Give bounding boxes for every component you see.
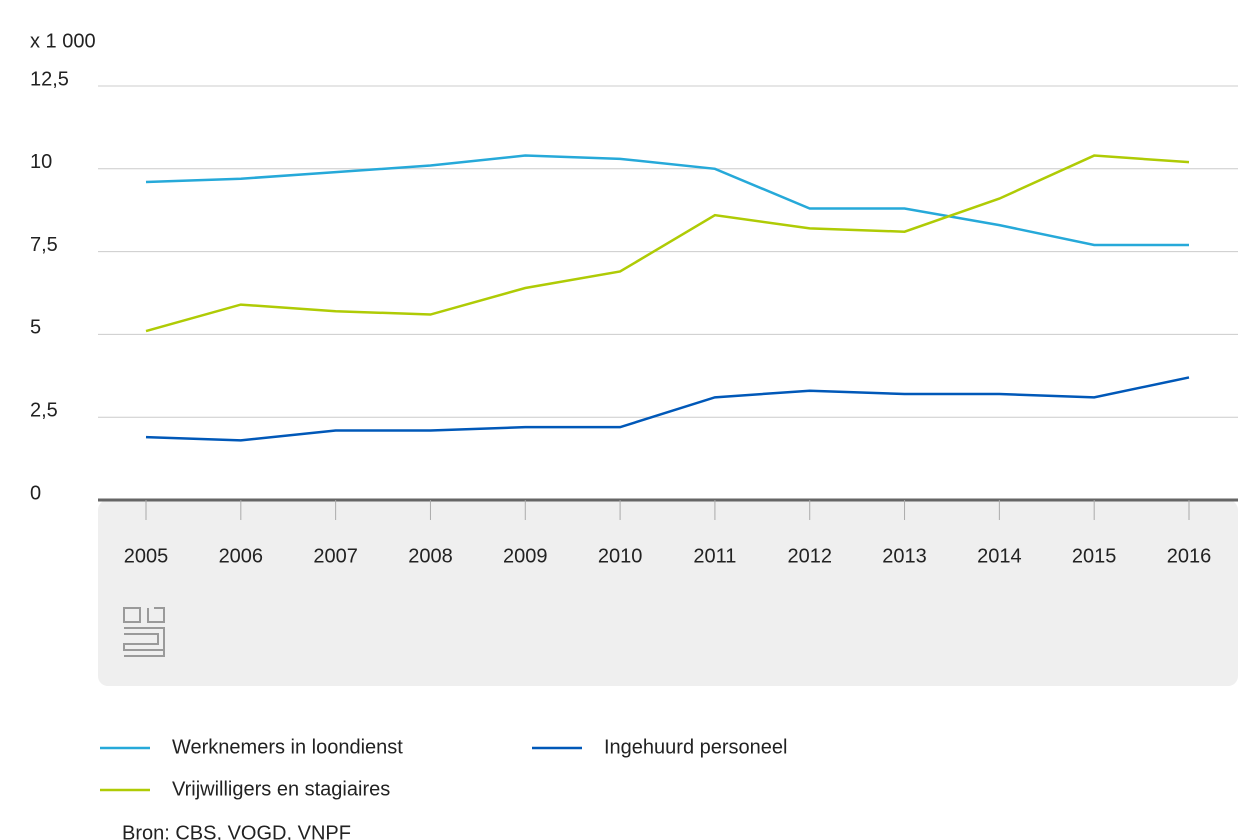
x-tick-label: 2009 [503,545,548,567]
x-tick-label: 2013 [882,545,927,567]
line-series [145,154,1190,333]
legend-label: Werknemers in loondienst [172,736,403,758]
y-unit-label: x 1 000 [30,30,96,52]
x-tick-label: 2007 [313,545,358,567]
x-tick-label: 2006 [219,545,264,567]
x-tick-label: 2016 [1167,545,1212,567]
x-axis-panel [98,500,1238,686]
x-tick-label: 2005 [124,545,169,567]
x-tick-label: 2012 [787,545,832,567]
y-tick-label: 10 [30,151,52,173]
x-tick-label: 2014 [977,545,1022,567]
line-series [145,376,1190,442]
source: Bron: CBS, VOGD, VNPF [122,822,351,840]
y-tick-label: 7,5 [30,234,58,256]
x-tick-label: 2015 [1072,545,1117,567]
legend-label: Ingehuurd personeel [604,736,787,758]
x-tick-label: 2008 [408,545,453,567]
legend-label: Vrijwilligers en stagiaires [172,778,390,800]
y-tick-label: 5 [30,317,41,339]
y-tick-label: 2,5 [30,399,58,421]
cbs-logo [123,607,165,657]
x-tick-label: 2011 [693,545,736,567]
x-tick-label: 2010 [598,545,643,567]
y-tick-label: 0 [30,482,41,504]
y-tick-label: 12,5 [30,68,69,90]
line-series [145,154,1189,247]
